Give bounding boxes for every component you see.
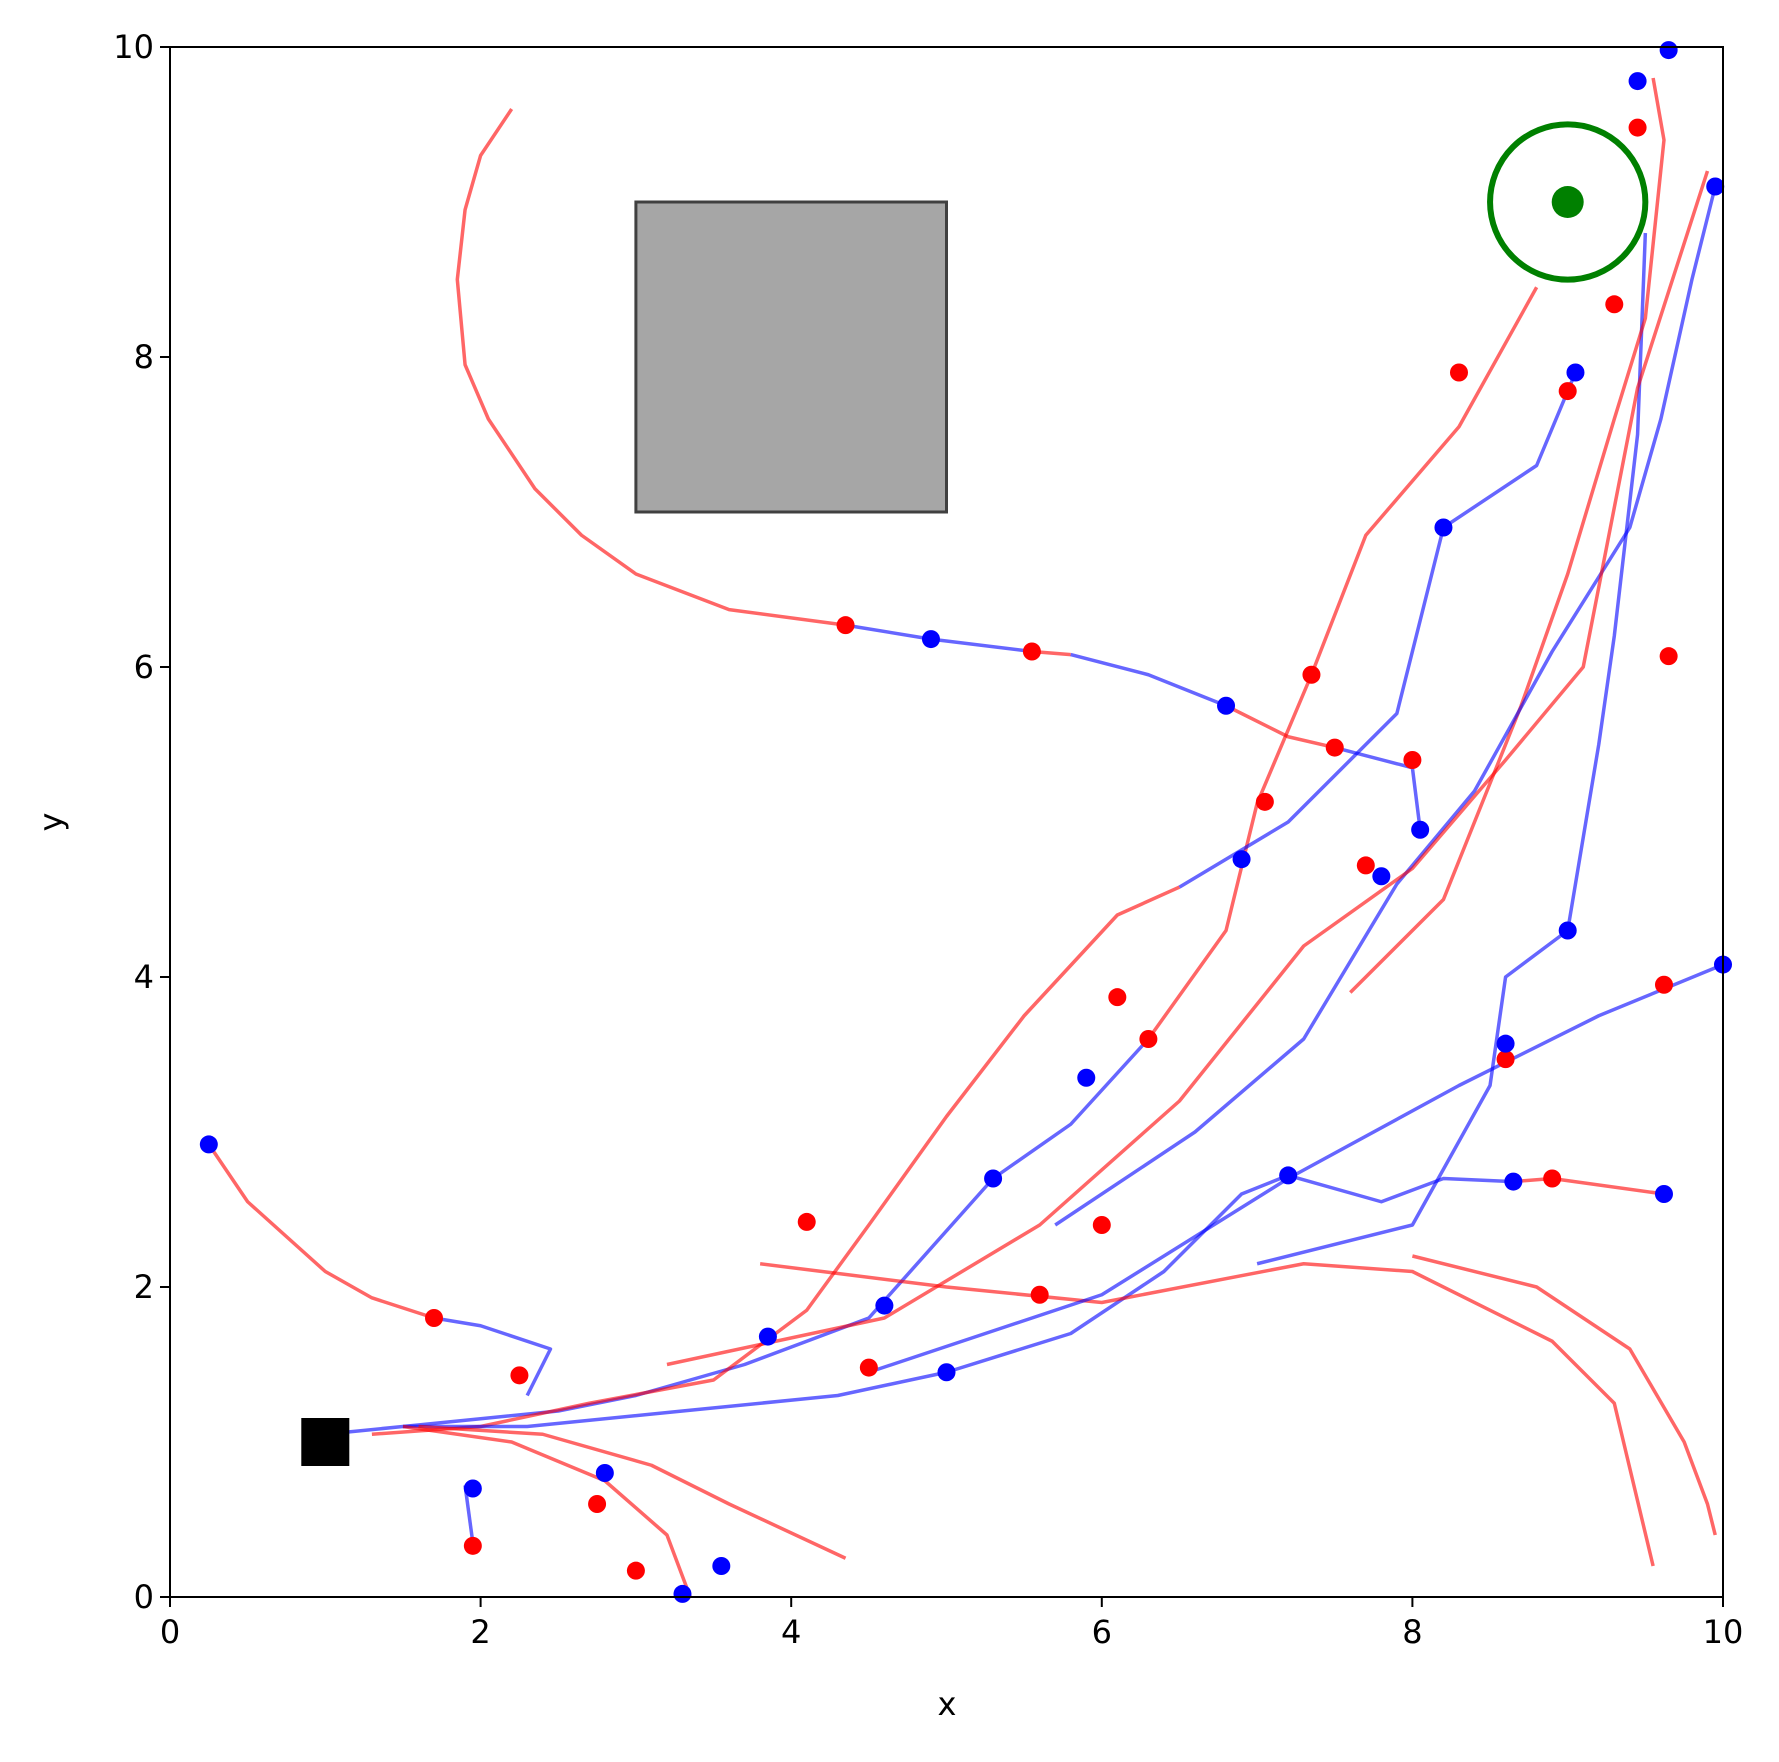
plot-frame (169, 46, 1724, 1598)
waypoint (588, 1495, 607, 1513)
waypoint (626, 1561, 645, 1580)
trajectory-segment (666, 170, 1710, 1367)
x-tick-label: 8 (1402, 1613, 1422, 1651)
y-tick-label: 4 (134, 958, 154, 996)
waypoint (1030, 1285, 1049, 1304)
waypoint (425, 1309, 444, 1327)
waypoint (1566, 363, 1585, 382)
x-axis-label: x (938, 1685, 957, 1723)
y-axis-label: y (32, 813, 70, 832)
x-tick-label: 10 (1703, 1613, 1744, 1651)
waypoint (673, 1584, 692, 1603)
y-tick-label: 2 (134, 1268, 154, 1306)
waypoint (859, 1358, 878, 1377)
waypoint (1496, 1034, 1515, 1053)
waypoint (1356, 856, 1375, 875)
waypoint (1302, 665, 1321, 684)
waypoint (1659, 647, 1678, 666)
waypoint (1279, 1166, 1298, 1185)
waypoint (463, 1479, 482, 1498)
start-marker (301, 1418, 350, 1466)
waypoint (1605, 295, 1624, 314)
trajectory-segment (463, 1485, 475, 1543)
waypoint (199, 1135, 218, 1154)
waypoint (836, 616, 855, 635)
waypoint (937, 1363, 956, 1382)
trajectory-segment (1349, 77, 1666, 994)
trajectory-segment (418, 1424, 847, 1560)
trajectory-segment (1146, 286, 1539, 1041)
waypoint (797, 1212, 816, 1231)
trajectory-segment (402, 1173, 1514, 1429)
trajectory-segment (1178, 371, 1578, 889)
waypoint (463, 1536, 482, 1555)
y-tick-label: 10 (113, 28, 154, 66)
trajectory-segment (868, 962, 1724, 1374)
trajectory-segment (371, 885, 1181, 1436)
trajectory-segment (1256, 232, 1648, 1266)
waypoint (1449, 363, 1468, 382)
x-tick-label: 0 (160, 1613, 180, 1651)
trajectory-segment (207, 1143, 435, 1320)
x-tick-label: 2 (470, 1613, 490, 1651)
x-tick-label: 6 (1092, 1613, 1112, 1651)
waypoint (1659, 41, 1678, 60)
y-tick-label: 8 (134, 338, 154, 376)
waypoint (1654, 975, 1673, 994)
waypoint (1628, 72, 1647, 91)
waypoint (1217, 696, 1236, 715)
waypoint (1434, 518, 1453, 537)
trajectory-segment (1513, 1176, 1665, 1196)
waypoint (1706, 177, 1725, 196)
waypoint (984, 1169, 1003, 1188)
waypoint (1504, 1172, 1523, 1191)
waypoint (1558, 921, 1577, 940)
waypoint (1232, 850, 1251, 869)
goal-point (1551, 186, 1584, 218)
waypoint (1077, 1068, 1096, 1087)
trajectory-segment (455, 108, 846, 627)
waypoint (1255, 792, 1274, 811)
trajectory-segment (1411, 1254, 1717, 1536)
waypoint (1628, 118, 1647, 137)
trajectory-segment (325, 1037, 1150, 1436)
waypoint (510, 1366, 529, 1385)
waypoint (1558, 382, 1577, 401)
waypoint (1092, 1216, 1111, 1234)
waypoint (758, 1327, 777, 1346)
waypoint (1496, 1050, 1515, 1069)
trajectory-segment (1054, 186, 1717, 1227)
waypoint (1372, 867, 1391, 886)
waypoint (1411, 820, 1430, 839)
trajectory-segment (759, 1262, 1655, 1567)
obstacle (634, 200, 949, 514)
waypoint (1403, 751, 1422, 769)
waypoint (921, 630, 940, 649)
y-tick-label: 0 (134, 1578, 154, 1616)
waypoint (1108, 988, 1127, 1007)
trajectory-segment (1225, 704, 1336, 750)
x-tick-label: 4 (781, 1613, 801, 1651)
waypoint (1325, 738, 1344, 757)
waypoint (1139, 1030, 1158, 1048)
waypoint (1543, 1169, 1562, 1188)
trajectory-segment (433, 1316, 553, 1397)
waypoint (595, 1464, 614, 1482)
waypoint (1022, 642, 1041, 661)
trajectory-segment (402, 1424, 692, 1598)
waypoint (1654, 1185, 1673, 1203)
y-tick-label: 6 (134, 648, 154, 686)
trajectory-segment (1070, 652, 1227, 708)
waypoint (875, 1296, 894, 1315)
waypoint (712, 1557, 731, 1575)
goal-region (1487, 121, 1649, 283)
